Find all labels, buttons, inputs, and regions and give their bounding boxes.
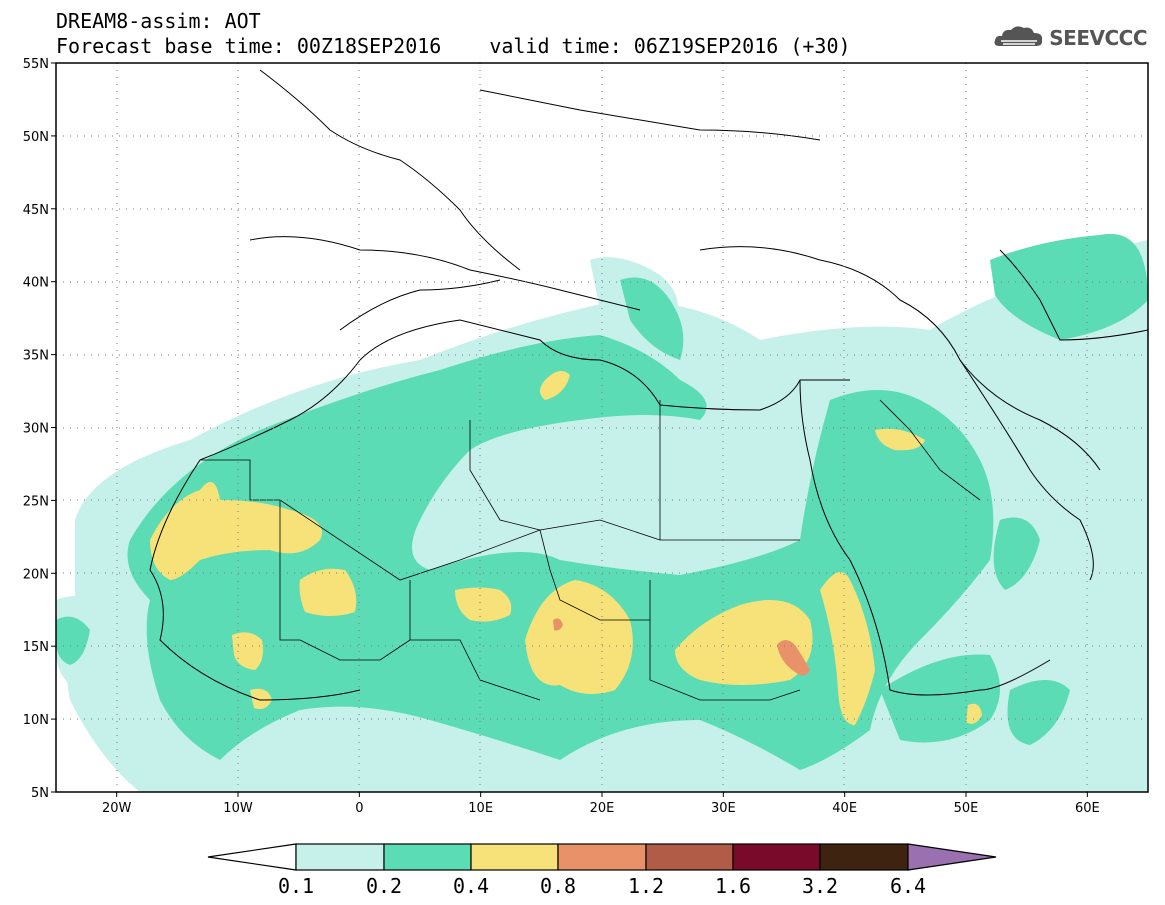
- lon-tick-label: 10W: [223, 801, 253, 816]
- colorbar-segment-2: [383, 843, 472, 871]
- colorbar-segment-6: [732, 843, 821, 871]
- colorbar-segment-4: [557, 843, 647, 871]
- aot-field: [56, 233, 1148, 792]
- lat-tick-label: 10N: [23, 713, 49, 728]
- lon-tick-label: 10E: [468, 801, 493, 816]
- colorbar-segment-1: [295, 843, 385, 871]
- colorbar: 0.1 0.2 0.4 0.8 1.2 1.6 3.2 6.4: [207, 843, 997, 898]
- lat-tick-label: 45N: [23, 203, 49, 218]
- lon-tick-label: 50E: [954, 801, 979, 816]
- colorbar-segment-5: [645, 843, 734, 871]
- colorbar-under-arrow: [207, 843, 297, 871]
- lat-tick-label: 25N: [23, 494, 49, 509]
- aot-level-0-4: [150, 371, 982, 725]
- latitude-axis: 5N 10N 15N 20N 25N 30N 35N 40N 45N 50N 55N: [23, 57, 56, 801]
- base-time: Forecast base time: 00Z18SEP2016: [56, 34, 442, 58]
- seevccc-logo: SEEVCCC: [993, 24, 1147, 52]
- colorbar-label: 0.8: [540, 874, 576, 898]
- colorbar-label: 0.4: [453, 874, 489, 898]
- forecast-times: Forecast base time: 00Z18SEP2016 valid ti…: [56, 35, 851, 57]
- lat-tick-label: 15N: [23, 640, 49, 655]
- colorbar-label: 0.2: [366, 874, 402, 898]
- colorbar-over-arrow: [907, 843, 997, 871]
- coastlines: [149, 69, 1148, 701]
- lon-tick-label: 20E: [590, 801, 615, 816]
- lat-tick-label: 5N: [31, 786, 49, 801]
- colorbar-label: 0.1: [278, 874, 314, 898]
- colorbar-segment-7: [819, 843, 909, 871]
- gridlines: [56, 63, 1148, 792]
- country-borders: [200, 399, 981, 701]
- colorbar-label: 1.6: [715, 874, 751, 898]
- lat-tick-label: 55N: [23, 57, 49, 72]
- lat-tick-label: 50N: [23, 130, 49, 145]
- lon-tick-label: 60E: [1075, 801, 1100, 816]
- colorbar-label: 1.2: [628, 874, 664, 898]
- valid-time: valid time: 06Z19SEP2016 (+30): [489, 34, 851, 58]
- colorbar-segment-3: [470, 843, 559, 871]
- lat-tick-label: 40N: [23, 276, 49, 291]
- lon-tick-label: 30E: [711, 801, 736, 816]
- map-title: DREAM8-assim: AOT: [56, 9, 261, 33]
- colorbar-labels: 0.1 0.2 0.4 0.8 1.2 1.6 3.2 6.4: [278, 874, 926, 898]
- logo-text: SEEVCCC: [1049, 26, 1147, 50]
- lon-tick-label: 0: [355, 801, 363, 816]
- lon-tick-label: 20W: [102, 801, 132, 816]
- lat-tick-label: 20N: [23, 567, 49, 582]
- lat-tick-label: 35N: [23, 349, 49, 364]
- cloud-logo-icon: [994, 26, 1043, 46]
- longitude-axis: 20W 10W 0 10E 20E 30E 40E 50E 60E: [102, 792, 1100, 816]
- lon-tick-label: 40E: [832, 801, 857, 816]
- aot-level-0-8: [553, 618, 810, 676]
- colorbar-label: 6.4: [890, 874, 926, 898]
- lat-tick-label: 30N: [23, 422, 49, 437]
- colorbar-label: 3.2: [802, 874, 838, 898]
